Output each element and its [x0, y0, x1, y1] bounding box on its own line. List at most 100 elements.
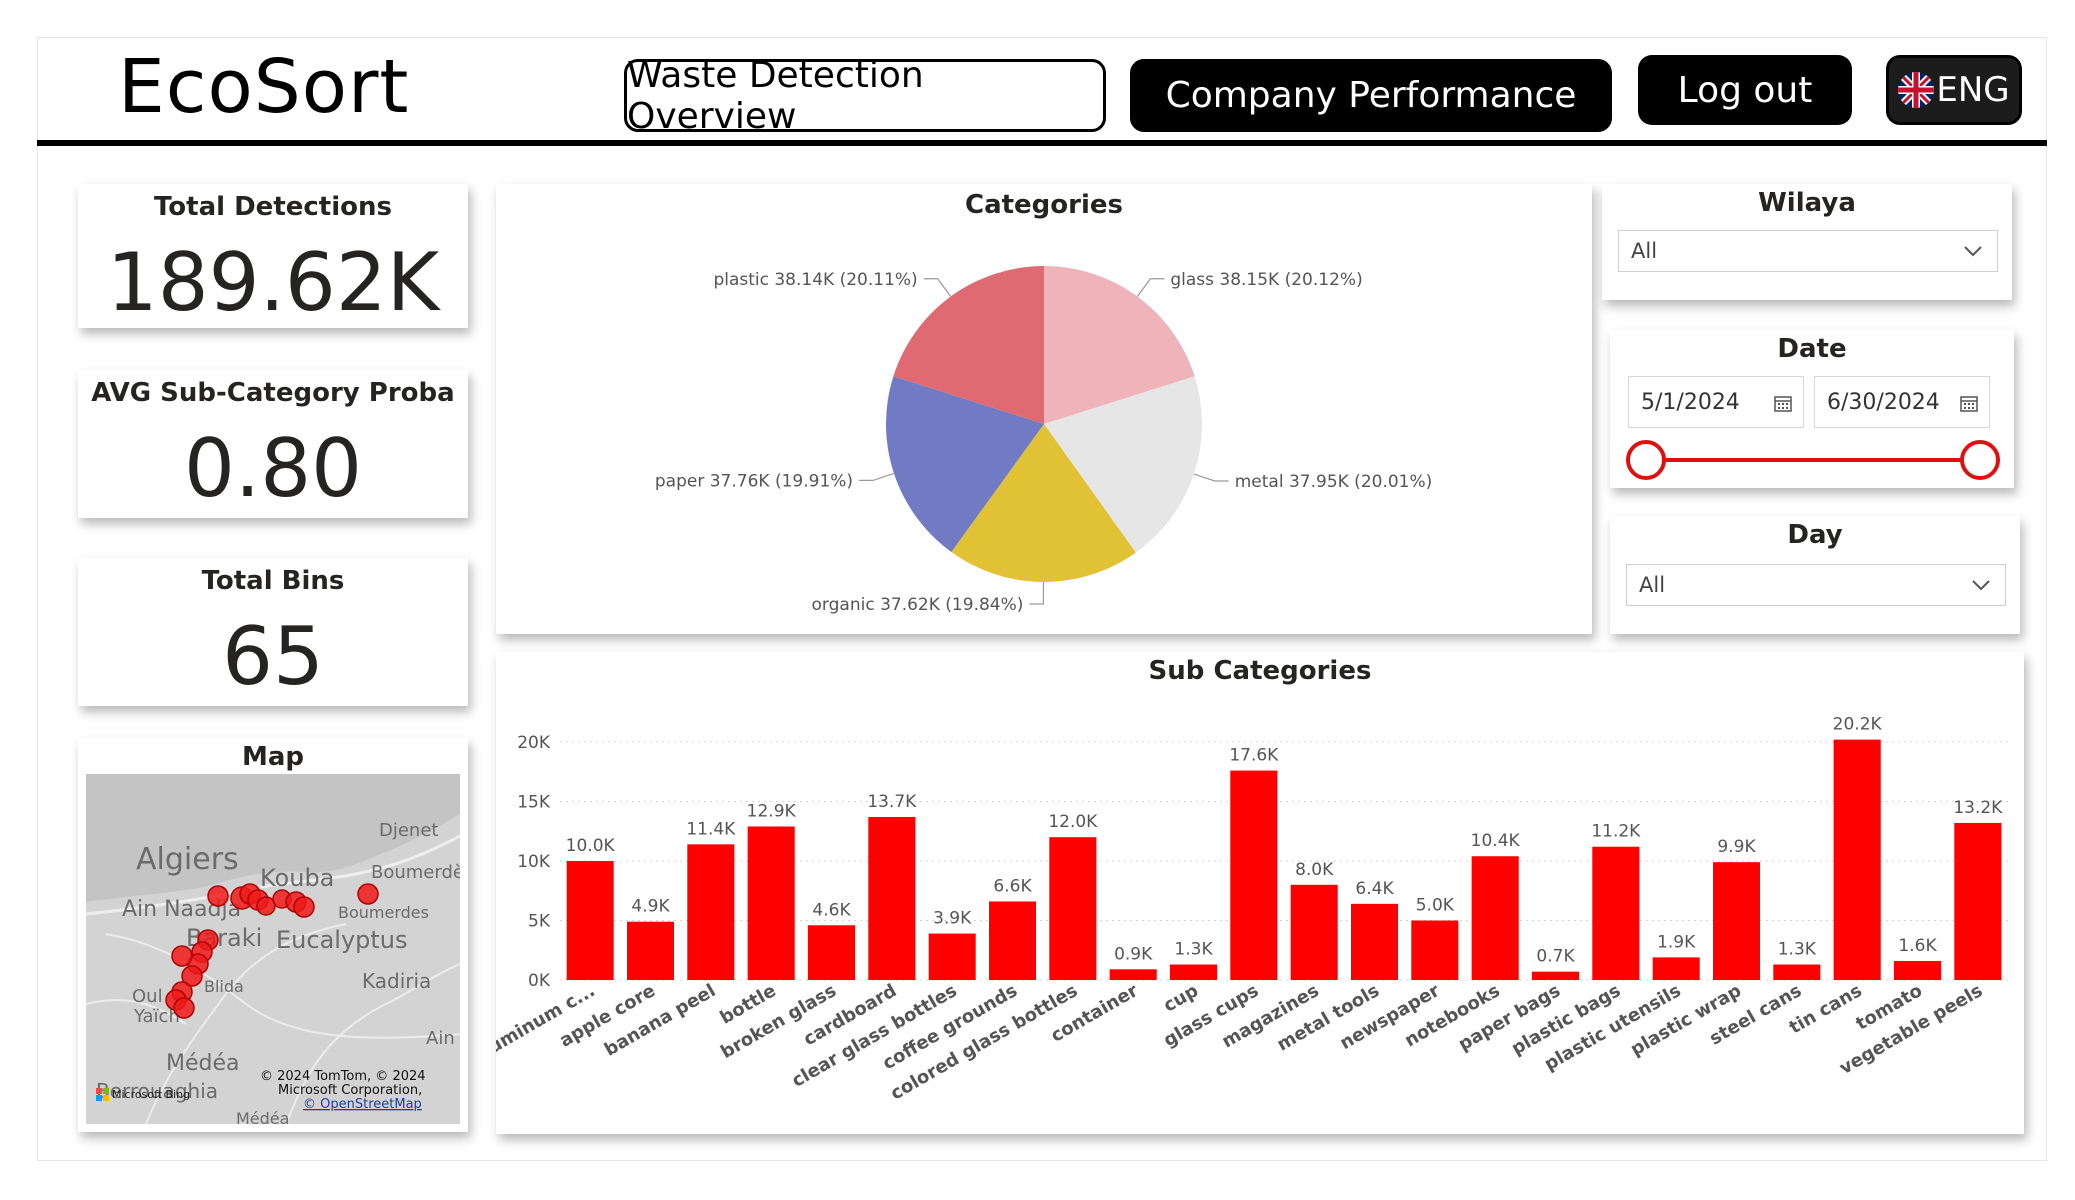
- bar-data-label: 5.0K: [1416, 896, 1455, 916]
- bar[interactable]: [1471, 856, 1519, 980]
- bin-marker: [357, 883, 379, 905]
- logout-button[interactable]: Log out: [1638, 55, 1852, 125]
- calendar-icon[interactable]: [1959, 393, 1979, 413]
- kpi-title: AVG Sub-Category Proba: [91, 378, 455, 408]
- pie-label-glass: glass 38.15K (20.12%): [1170, 270, 1362, 290]
- calendar-icon[interactable]: [1773, 393, 1793, 413]
- map-label: Médéa: [166, 1051, 240, 1076]
- pie-leader-line: [1136, 278, 1165, 297]
- end-date-input[interactable]: 6/30/2024: [1814, 376, 1990, 428]
- bar[interactable]: [1712, 862, 1761, 980]
- bar[interactable]: [1893, 960, 1942, 980]
- bar[interactable]: [1049, 837, 1097, 980]
- pie-leader-line: [1029, 581, 1045, 605]
- subcategories-chart-title: Sub Categories: [1148, 656, 1372, 686]
- bar[interactable]: [747, 826, 795, 980]
- bar-data-label: 6.4K: [1355, 879, 1394, 899]
- wilaya-filter-title: Wilaya: [1758, 188, 1856, 218]
- pie-slice-plastic[interactable]: [893, 266, 1044, 424]
- bin-marker: [256, 896, 276, 916]
- kpi-title: Total Bins: [201, 566, 345, 596]
- chevron-down-icon: [1964, 246, 1982, 257]
- start-date-input[interactable]: 5/1/2024: [1628, 376, 1804, 428]
- day-filter-title: Day: [1787, 520, 1843, 550]
- subcategories-chart-card: Sub Categories 0K 5K 10K 15K 20K 10.0K 4.9K 11…: [469, 652, 2024, 1134]
- bar[interactable]: [1592, 846, 1640, 980]
- map-attribution: Microsoft Corporation,: [278, 1083, 422, 1098]
- bar[interactable]: [1531, 971, 1580, 980]
- bar-data-label: 12.0K: [1048, 812, 1098, 832]
- bar[interactable]: [1290, 884, 1338, 980]
- subcategories-bar-chart: 0K 5K 10K 15K 20K 10.0K 4.9K 11.4K 12.9K 4.6K 13.…: [469, 715, 2008, 1104]
- bar-data-label: 3.9K: [933, 909, 972, 929]
- bar[interactable]: [1109, 969, 1157, 980]
- bar[interactable]: [807, 925, 856, 980]
- day-selected-value: All: [1639, 573, 1666, 597]
- kpi-avg-subcategory-proba: AVG Sub-Category Proba 0.80: [78, 370, 468, 518]
- bing-brand: Microsoft Bing: [112, 1088, 190, 1101]
- slider-end-handle[interactable]: [1960, 440, 2000, 480]
- pie-slice-organic[interactable]: [951, 424, 1136, 582]
- map-label: Médéa: [236, 1109, 289, 1124]
- bar[interactable]: [1773, 964, 1821, 980]
- bar-data-label: 1.6K: [1898, 936, 1937, 956]
- wilaya-filter-card: Wilaya All: [1602, 184, 2012, 300]
- wilaya-dropdown[interactable]: All: [1618, 230, 1998, 272]
- map-label: Kouba: [260, 864, 334, 892]
- x-tick-label: cup: [1160, 980, 1202, 1016]
- bar-data-label: 4.6K: [812, 900, 851, 920]
- bin-marker: [207, 885, 229, 907]
- pie-slice-glass[interactable]: [1044, 266, 1195, 424]
- language-button[interactable]: ENG: [1886, 55, 2022, 125]
- bar[interactable]: [928, 933, 976, 980]
- bin-marker: [293, 896, 315, 918]
- bar-data-label: 1.9K: [1657, 932, 1696, 952]
- bar[interactable]: [1350, 903, 1399, 980]
- map-label: Boumerdè: [371, 862, 460, 883]
- kpi-value: 189.62K: [106, 236, 440, 329]
- waste-detection-overview-button[interactable]: Waste Detection Overview: [624, 55, 1106, 137]
- pie-slice-paper[interactable]: [886, 376, 1044, 552]
- bar[interactable]: [687, 844, 735, 980]
- bar-data-label: 13.2K: [1953, 798, 2003, 818]
- wilaya-selected-value: All: [1631, 239, 1658, 263]
- bar[interactable]: [1954, 822, 2002, 980]
- map-view[interactable]: Algiers Kouba Djenet Boumerdè Ain Naadja…: [86, 774, 460, 1124]
- map-label: Eucalyptus: [276, 926, 408, 954]
- bar-data-label: 8.0K: [1295, 860, 1334, 880]
- y-tick-label: 10K: [517, 852, 551, 872]
- bar[interactable]: [566, 861, 614, 980]
- pie-label-organic: organic 37.62K (19.84%): [812, 595, 1024, 615]
- pie-leader-line: [859, 472, 895, 481]
- bar[interactable]: [1411, 920, 1459, 981]
- pie-leader-line: [923, 278, 952, 297]
- bar-data-label: 12.9K: [747, 801, 797, 821]
- pie-label-paper: paper 37.76K (19.91%): [655, 471, 853, 491]
- bar-data-label: 0.9K: [1114, 944, 1153, 964]
- bar-data-label: 1.3K: [1778, 940, 1817, 960]
- bar[interactable]: [1833, 739, 1881, 980]
- date-range-slider[interactable]: [1624, 438, 2004, 482]
- map-label: Boumerdes: [338, 903, 429, 922]
- dashboard-frame: [37, 37, 2047, 1161]
- pie-slice-metal[interactable]: [1044, 376, 1202, 553]
- openstreetmap-link[interactable]: © OpenStreetMap: [303, 1097, 422, 1112]
- bar[interactable]: [1652, 957, 1700, 980]
- date-filter-title: Date: [1777, 334, 1847, 364]
- pie-leader-line: [1193, 473, 1229, 482]
- map-label: Ain: [426, 1028, 455, 1049]
- bar[interactable]: [988, 901, 1037, 980]
- bar[interactable]: [626, 921, 675, 980]
- map-label: Kadiria: [362, 969, 431, 993]
- bar[interactable]: [1169, 964, 1218, 980]
- chevron-down-icon: [1972, 580, 1990, 591]
- day-dropdown[interactable]: All: [1626, 564, 2006, 606]
- bar[interactable]: [868, 816, 916, 980]
- pie-label-metal: metal 37.95K (20.01%): [1235, 472, 1433, 492]
- map-label: Algiers: [136, 842, 239, 877]
- bar[interactable]: [1230, 770, 1278, 980]
- uk-flag-icon: [1898, 72, 1935, 108]
- slider-start-handle[interactable]: [1626, 440, 1666, 480]
- bar-data-label: 17.6K: [1229, 746, 1279, 766]
- company-performance-button[interactable]: Company Performance: [1130, 59, 1612, 132]
